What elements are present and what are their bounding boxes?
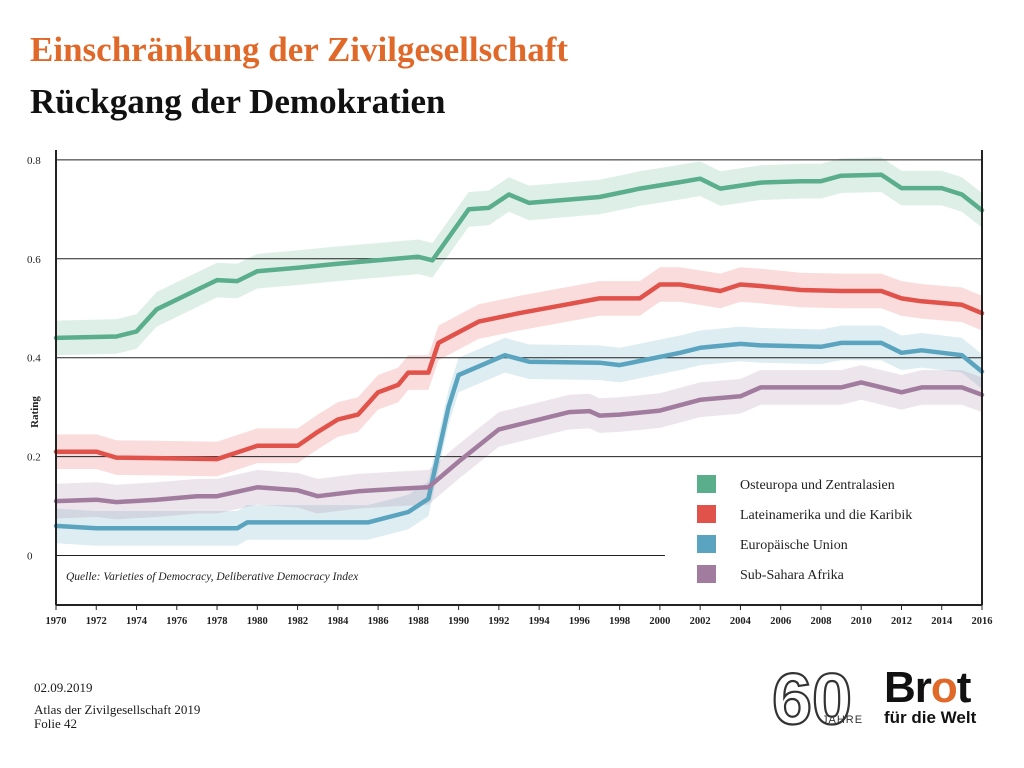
y-tick-label: 0.4	[27, 353, 41, 365]
footer-date: 02.09.2019	[34, 680, 93, 695]
legend-label-0: Osteuropa und Zentralasien	[740, 478, 895, 493]
grid-lines: 0 0.2 0.4 0.6 0.8	[27, 155, 982, 563]
source-note: Quelle: Varieties of Democracy, Delibera…	[66, 571, 359, 583]
x-tick-label: 2000	[649, 616, 670, 627]
footer-slide-number: Folie 42	[34, 716, 77, 731]
brand-part-3: t	[956, 663, 972, 712]
y-tick-label: 0.2	[27, 452, 41, 464]
legend-swatch-2	[697, 535, 716, 553]
legend-label-3: Sub-Sahara Afrika	[740, 568, 845, 583]
brand-part-2: o	[930, 663, 958, 712]
democracy-line-chart: 00.20.40.60.8 1970 1972 1974 1976 1978 1980 19…	[27, 150, 993, 627]
x-tick-label: 1980	[247, 616, 268, 627]
x-tick-label: 1992	[488, 616, 509, 627]
series-line-0	[53, 172, 985, 341]
x-tick-label: 1988	[408, 616, 429, 627]
axes: 1970 1972 1974 1976 1978 1980 1982 1984 1986 1988…	[29, 150, 993, 627]
series-line-1	[53, 282, 985, 462]
x-tick-label: 1974	[126, 616, 148, 627]
legend-swatch-3	[697, 565, 716, 583]
x-tick-label: 1984	[327, 616, 349, 627]
confidence-band-1	[56, 267, 982, 477]
x-tick-label: 1994	[529, 616, 551, 627]
x-tick-label: 1998	[609, 616, 630, 627]
legend-swatch-0	[697, 475, 716, 493]
x-tick-label: 1976	[166, 616, 187, 627]
x-tick-label: 2004	[730, 616, 752, 627]
legend-swatch-1	[697, 505, 716, 523]
x-tick-label: 2016	[972, 616, 993, 627]
legend: Osteuropa und Zentralasien Lateinamerika …	[697, 475, 912, 583]
brand-part-1: Br	[884, 663, 932, 712]
series-line-2	[53, 340, 985, 531]
page-title: Einschränkung der Zivilgesellschaft	[30, 30, 569, 69]
brot-fuer-die-welt-logo: Brot für die Welt	[884, 666, 1002, 732]
footer-publication: Atlas der Zivilgesellschaft 2019	[34, 702, 201, 717]
x-tick-label: 2008	[810, 616, 831, 627]
y-axis-label: Rating	[29, 396, 41, 428]
y-tick-label: 0.6	[27, 254, 41, 266]
brand-sub: für die Welt	[884, 708, 977, 727]
y-tick-label: 0.8	[27, 155, 41, 167]
anniversary-60-logo: 60 JAHRE	[771, 664, 863, 730]
anniversary-word: JAHRE	[822, 714, 863, 726]
legend-label-2: Europäische Union	[740, 538, 848, 553]
x-tick-label: 2012	[891, 616, 912, 627]
x-tick-label: 1990	[448, 616, 469, 627]
page-subtitle: Rückgang der Demokratien	[30, 82, 446, 121]
legend-label-1: Lateinamerika und die Karibik	[740, 508, 912, 523]
x-tick-label: 2014	[931, 616, 953, 627]
series-lines	[53, 172, 985, 531]
x-tick-label: 1982	[287, 616, 308, 627]
y-tick-label: 0	[27, 551, 33, 563]
confidence-band-3	[56, 365, 982, 520]
x-tick-label: 1986	[368, 616, 389, 627]
x-tick-label: 1978	[207, 616, 228, 627]
x-tick-label: 1970	[46, 616, 67, 627]
anniversary-number: 60	[772, 664, 852, 730]
x-tick-label: 1996	[569, 616, 590, 627]
x-tick-label: 1972	[86, 616, 107, 627]
x-tick-label: 2006	[770, 616, 791, 627]
x-tick-label: 2010	[851, 616, 872, 627]
series-line-3	[53, 380, 985, 505]
x-tick-label: 2002	[690, 616, 711, 627]
